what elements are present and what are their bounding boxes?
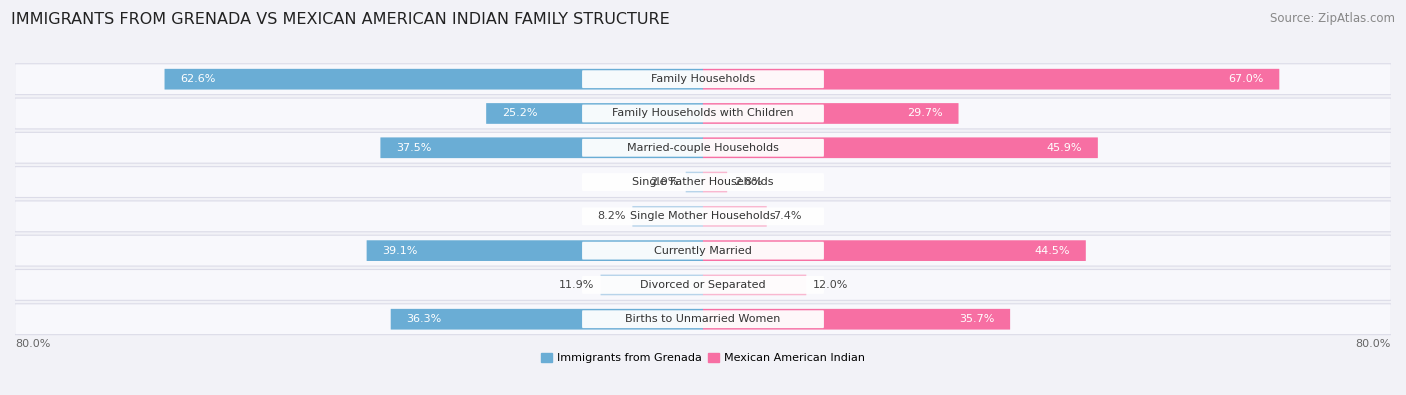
Text: 2.0%: 2.0%: [651, 177, 679, 187]
Text: 45.9%: 45.9%: [1046, 143, 1083, 153]
FancyBboxPatch shape: [14, 235, 1392, 266]
Legend: Immigrants from Grenada, Mexican American Indian: Immigrants from Grenada, Mexican America…: [541, 353, 865, 363]
Text: Married-couple Households: Married-couple Households: [627, 143, 779, 153]
Text: Births to Unmarried Women: Births to Unmarried Women: [626, 314, 780, 324]
FancyBboxPatch shape: [14, 98, 1392, 129]
FancyBboxPatch shape: [582, 139, 824, 157]
FancyBboxPatch shape: [703, 103, 959, 124]
Text: 80.0%: 80.0%: [15, 339, 51, 349]
Text: Family Households with Children: Family Households with Children: [612, 109, 794, 118]
FancyBboxPatch shape: [14, 201, 1392, 232]
FancyBboxPatch shape: [600, 275, 703, 295]
Text: Currently Married: Currently Married: [654, 246, 752, 256]
Text: IMMIGRANTS FROM GRENADA VS MEXICAN AMERICAN INDIAN FAMILY STRUCTURE: IMMIGRANTS FROM GRENADA VS MEXICAN AMERI…: [11, 12, 671, 27]
Text: 12.0%: 12.0%: [813, 280, 848, 290]
Text: Family Households: Family Households: [651, 74, 755, 84]
FancyBboxPatch shape: [703, 275, 806, 295]
FancyBboxPatch shape: [582, 207, 824, 225]
Text: 39.1%: 39.1%: [382, 246, 418, 256]
Text: 67.0%: 67.0%: [1229, 74, 1264, 84]
FancyBboxPatch shape: [703, 206, 766, 227]
Text: 37.5%: 37.5%: [396, 143, 432, 153]
Text: 29.7%: 29.7%: [907, 109, 943, 118]
FancyBboxPatch shape: [582, 105, 824, 122]
Text: 11.9%: 11.9%: [558, 280, 593, 290]
FancyBboxPatch shape: [14, 64, 1392, 95]
Text: 36.3%: 36.3%: [406, 314, 441, 324]
Text: Divorced or Separated: Divorced or Separated: [640, 280, 766, 290]
Text: 80.0%: 80.0%: [1355, 339, 1391, 349]
FancyBboxPatch shape: [582, 242, 824, 260]
FancyBboxPatch shape: [14, 304, 1392, 335]
Text: 2.8%: 2.8%: [734, 177, 762, 187]
Text: 8.2%: 8.2%: [598, 211, 626, 221]
FancyBboxPatch shape: [14, 269, 1392, 300]
FancyBboxPatch shape: [582, 70, 824, 88]
FancyBboxPatch shape: [582, 173, 824, 191]
FancyBboxPatch shape: [633, 206, 703, 227]
Text: Source: ZipAtlas.com: Source: ZipAtlas.com: [1270, 12, 1395, 25]
FancyBboxPatch shape: [703, 172, 727, 192]
FancyBboxPatch shape: [703, 309, 1010, 329]
FancyBboxPatch shape: [686, 172, 703, 192]
Text: Single Father Households: Single Father Households: [633, 177, 773, 187]
FancyBboxPatch shape: [381, 137, 703, 158]
FancyBboxPatch shape: [582, 276, 824, 294]
FancyBboxPatch shape: [367, 240, 703, 261]
Text: Single Mother Households: Single Mother Households: [630, 211, 776, 221]
FancyBboxPatch shape: [582, 310, 824, 328]
FancyBboxPatch shape: [14, 167, 1392, 198]
FancyBboxPatch shape: [391, 309, 703, 329]
Text: 7.4%: 7.4%: [773, 211, 801, 221]
Text: 62.6%: 62.6%: [180, 74, 215, 84]
Text: 44.5%: 44.5%: [1035, 246, 1070, 256]
FancyBboxPatch shape: [703, 240, 1085, 261]
FancyBboxPatch shape: [703, 69, 1279, 90]
FancyBboxPatch shape: [14, 132, 1392, 163]
FancyBboxPatch shape: [165, 69, 703, 90]
Text: 25.2%: 25.2%: [502, 109, 537, 118]
Text: 35.7%: 35.7%: [959, 314, 994, 324]
FancyBboxPatch shape: [703, 137, 1098, 158]
FancyBboxPatch shape: [486, 103, 703, 124]
